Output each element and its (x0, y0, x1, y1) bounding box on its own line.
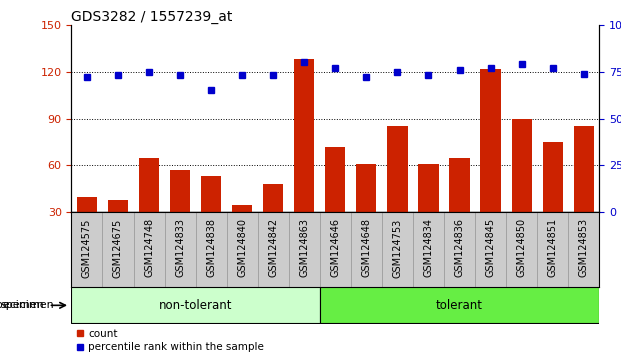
Text: GSM124845: GSM124845 (486, 218, 496, 278)
Text: specimen: specimen (0, 300, 44, 310)
Bar (320, 212, 351, 287)
Bar (419, 164, 438, 212)
Bar (108, 200, 128, 212)
Bar (537, 212, 568, 287)
Bar (512, 119, 532, 212)
Text: specimen: specimen (0, 300, 54, 310)
Bar (351, 212, 382, 287)
Bar (475, 212, 506, 287)
Bar (71, 287, 320, 323)
Bar (165, 212, 196, 287)
Bar (320, 287, 599, 323)
Text: GSM124840: GSM124840 (237, 218, 247, 277)
Bar (325, 147, 345, 212)
Bar (227, 212, 258, 287)
Bar (506, 212, 537, 287)
Bar (134, 212, 165, 287)
Text: GSM124838: GSM124838 (206, 218, 216, 277)
Bar (201, 176, 221, 212)
Text: GSM124842: GSM124842 (268, 218, 278, 278)
Text: GSM124833: GSM124833 (175, 218, 185, 277)
Bar (263, 184, 283, 212)
Text: GSM124853: GSM124853 (579, 218, 589, 278)
Bar (574, 126, 594, 212)
Text: GSM124648: GSM124648 (361, 218, 371, 277)
Bar (232, 205, 252, 212)
Text: GSM124575: GSM124575 (82, 218, 92, 278)
Bar (71, 212, 102, 287)
Text: GDS3282 / 1557239_at: GDS3282 / 1557239_at (71, 10, 233, 24)
Text: GSM124646: GSM124646 (330, 218, 340, 277)
Bar (543, 142, 563, 212)
Text: GSM124863: GSM124863 (299, 218, 309, 277)
Text: GSM124850: GSM124850 (517, 218, 527, 278)
Bar (413, 212, 444, 287)
Bar (289, 212, 320, 287)
Text: GSM124753: GSM124753 (392, 218, 402, 278)
Bar (382, 212, 413, 287)
Text: GSM124675: GSM124675 (113, 218, 123, 278)
Legend: count, percentile rank within the sample: count, percentile rank within the sample (76, 329, 264, 352)
Text: GSM124834: GSM124834 (424, 218, 433, 277)
Text: GSM124836: GSM124836 (455, 218, 465, 277)
Text: GSM124748: GSM124748 (144, 218, 154, 278)
Text: tolerant: tolerant (436, 299, 483, 312)
Bar (294, 59, 314, 212)
Bar (388, 126, 407, 212)
Text: GSM124851: GSM124851 (548, 218, 558, 278)
Bar (356, 164, 376, 212)
Bar (102, 212, 134, 287)
Bar (77, 197, 97, 212)
Bar (139, 158, 159, 212)
Text: non-tolerant: non-tolerant (159, 299, 232, 312)
Bar (170, 170, 190, 212)
Bar (444, 212, 475, 287)
Bar (196, 212, 227, 287)
Bar (258, 212, 289, 287)
Bar (568, 212, 599, 287)
Bar (450, 158, 469, 212)
Bar (481, 69, 501, 212)
